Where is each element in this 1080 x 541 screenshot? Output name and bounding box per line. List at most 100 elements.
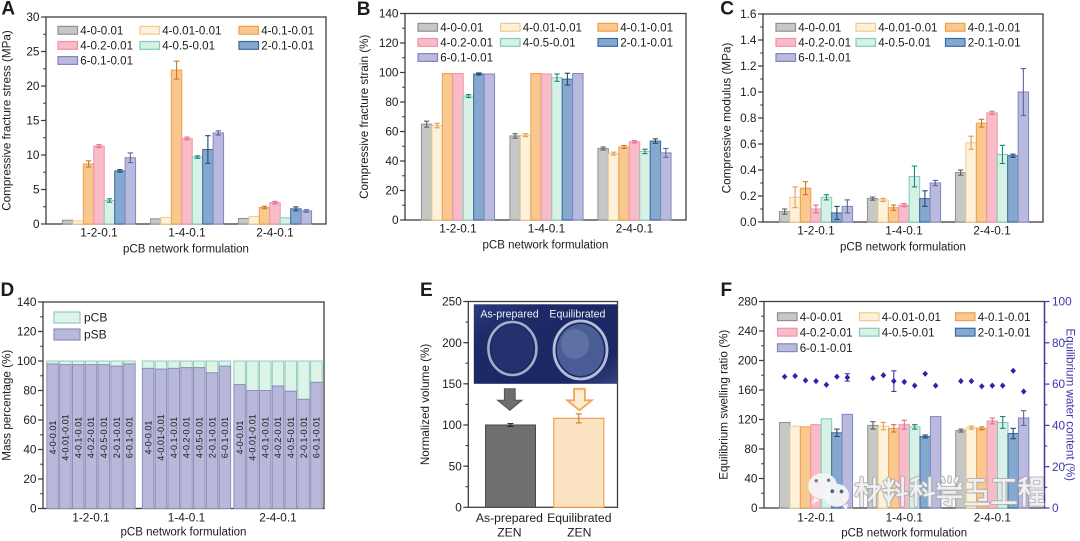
svg-text:2-4-0.1: 2-4-0.1 xyxy=(973,224,1010,238)
svg-text:2-0.1-0.01: 2-0.1-0.01 xyxy=(299,417,309,458)
svg-text:60: 60 xyxy=(385,125,399,139)
svg-text:pSB: pSB xyxy=(84,328,107,342)
svg-text:5: 5 xyxy=(33,183,40,197)
svg-text:E: E xyxy=(420,280,433,301)
svg-text:4-0.2-0.01: 4-0.2-0.01 xyxy=(798,37,851,50)
svg-text:6-0.1-0.01: 6-0.1-0.01 xyxy=(125,417,135,458)
svg-text:140: 140 xyxy=(17,295,37,309)
svg-text:As-prepared: As-prepared xyxy=(480,309,538,321)
svg-text:4-0-0.01: 4-0-0.01 xyxy=(798,21,841,34)
svg-text:4-0.01-0.01: 4-0.01-0.01 xyxy=(156,414,166,461)
svg-text:1-4-0.1: 1-4-0.1 xyxy=(168,226,205,240)
svg-text:pCB: pCB xyxy=(84,311,107,325)
svg-text:1.2: 1.2 xyxy=(740,59,756,73)
svg-text:1-2-0.1: 1-2-0.1 xyxy=(797,511,834,525)
svg-text:0: 0 xyxy=(30,502,37,516)
svg-text:4-0.2-0.01: 4-0.2-0.01 xyxy=(800,326,853,339)
svg-text:2-0.1-0.01: 2-0.1-0.01 xyxy=(978,326,1031,339)
svg-text:140: 140 xyxy=(379,7,399,21)
svg-text:F: F xyxy=(721,280,733,301)
svg-text:60: 60 xyxy=(23,413,37,427)
svg-text:1-4-0.1: 1-4-0.1 xyxy=(885,224,922,238)
svg-text:2-0.1-0.01: 2-0.1-0.01 xyxy=(207,417,217,458)
svg-text:0.4: 0.4 xyxy=(740,163,757,177)
svg-text:1-2-0.1: 1-2-0.1 xyxy=(439,222,476,236)
svg-text:30: 30 xyxy=(26,10,40,24)
svg-text:A: A xyxy=(1,0,15,19)
svg-text:Mass percentage (%): Mass percentage (%) xyxy=(0,350,13,461)
svg-text:1.6: 1.6 xyxy=(740,7,757,21)
svg-text:ZEN: ZEN xyxy=(567,525,591,539)
svg-text:4-0.01-0.01: 4-0.01-0.01 xyxy=(878,21,937,34)
svg-text:2-0.1-0.01: 2-0.1-0.01 xyxy=(261,40,314,53)
svg-text:80: 80 xyxy=(744,442,758,456)
svg-text:0.2: 0.2 xyxy=(740,189,756,203)
svg-text:100: 100 xyxy=(442,418,462,432)
svg-text:4-0-0.01: 4-0-0.01 xyxy=(48,421,58,455)
svg-text:Equilibrated: Equilibrated xyxy=(547,511,611,525)
svg-text:20: 20 xyxy=(23,472,37,486)
svg-text:pCB network formulation: pCB network formulation xyxy=(483,240,609,252)
svg-text:4-0.2-0.01: 4-0.2-0.01 xyxy=(440,37,493,50)
svg-text:4-0-0.01: 4-0-0.01 xyxy=(143,421,153,455)
svg-text:0.0: 0.0 xyxy=(740,215,757,229)
svg-text:4-0.5-0.01: 4-0.5-0.01 xyxy=(195,417,205,458)
svg-text:100: 100 xyxy=(17,354,37,368)
svg-text:4-0.2-0.01: 4-0.2-0.01 xyxy=(86,417,96,458)
svg-text:6-0.1-0.01: 6-0.1-0.01 xyxy=(800,342,853,355)
svg-text:4-0.01-0.01: 4-0.01-0.01 xyxy=(523,21,582,34)
svg-text:6-0.1-0.01: 6-0.1-0.01 xyxy=(312,417,322,458)
svg-text:2-0.1-0.01: 2-0.1-0.01 xyxy=(968,37,1021,50)
svg-text:0.6: 0.6 xyxy=(740,137,757,151)
svg-text:1-2-0.1: 1-2-0.1 xyxy=(797,224,834,238)
svg-text:80: 80 xyxy=(385,95,399,109)
svg-text:1-4-0.1: 1-4-0.1 xyxy=(886,511,923,525)
svg-text:1-4-0.1: 1-4-0.1 xyxy=(168,511,205,525)
svg-text:4-0.2-0.01: 4-0.2-0.01 xyxy=(80,40,133,53)
svg-text:20: 20 xyxy=(385,184,399,198)
svg-text:0: 0 xyxy=(751,501,758,515)
svg-text:60: 60 xyxy=(1052,377,1066,391)
svg-text:pCB network formulation: pCB network formulation xyxy=(840,242,966,254)
svg-text:4-0.1-0.01: 4-0.1-0.01 xyxy=(968,21,1021,34)
svg-text:4-0.5-0.01: 4-0.5-0.01 xyxy=(523,37,576,50)
svg-text:2-4-0.1: 2-4-0.1 xyxy=(616,222,653,236)
svg-text:1-2-0.1: 1-2-0.1 xyxy=(80,226,117,240)
svg-text:4-0.5-0.01: 4-0.5-0.01 xyxy=(878,37,931,50)
svg-text:pCB network formulation: pCB network formulation xyxy=(841,528,967,540)
svg-text:4-0-0.01: 4-0-0.01 xyxy=(80,24,123,37)
svg-text:4-0.01-0.01: 4-0.01-0.01 xyxy=(248,414,258,461)
svg-text:4-0.1-0.01: 4-0.1-0.01 xyxy=(261,24,314,37)
svg-text:B: B xyxy=(357,0,371,20)
svg-text:pCB network formulation: pCB network formulation xyxy=(123,244,249,256)
svg-text:Compressive modulus (MPa): Compressive modulus (MPa) xyxy=(721,43,734,194)
svg-text:Equilibrated: Equilibrated xyxy=(549,309,605,321)
svg-text:240: 240 xyxy=(738,324,758,338)
svg-text:4-0-0.01: 4-0-0.01 xyxy=(235,421,245,455)
svg-text:As-prepared: As-prepared xyxy=(476,511,543,525)
svg-text:4-0.01-0.01: 4-0.01-0.01 xyxy=(882,311,941,324)
svg-text:4-0.1-0.01: 4-0.1-0.01 xyxy=(620,21,673,34)
svg-text:40: 40 xyxy=(385,154,399,168)
svg-text:20: 20 xyxy=(1052,460,1066,474)
svg-text:20: 20 xyxy=(26,79,40,93)
svg-text:280: 280 xyxy=(738,295,758,309)
svg-text:0: 0 xyxy=(392,213,399,227)
svg-text:6-0.1-0.01: 6-0.1-0.01 xyxy=(798,52,851,65)
svg-text:4-0.1-0.01: 4-0.1-0.01 xyxy=(73,417,83,458)
svg-text:ZEN: ZEN xyxy=(497,525,521,539)
svg-text:120: 120 xyxy=(17,325,37,339)
svg-text:4-0.2-0.01: 4-0.2-0.01 xyxy=(182,417,192,458)
svg-text:10: 10 xyxy=(26,148,40,162)
svg-text:4-0.1-0.01: 4-0.1-0.01 xyxy=(169,417,179,458)
svg-text:4-0.01-0.01: 4-0.01-0.01 xyxy=(162,24,221,37)
svg-text:15: 15 xyxy=(26,114,40,128)
svg-text:1.4: 1.4 xyxy=(740,33,757,47)
svg-text:4-0.2-0.01: 4-0.2-0.01 xyxy=(273,417,283,458)
svg-text:200: 200 xyxy=(442,336,462,350)
svg-text:4-0.01-0.01: 4-0.01-0.01 xyxy=(61,414,71,461)
svg-text:2-4-0.1: 2-4-0.1 xyxy=(256,226,293,240)
svg-text:150: 150 xyxy=(442,377,462,391)
svg-text:100: 100 xyxy=(1052,295,1072,309)
svg-text:40: 40 xyxy=(744,472,758,486)
